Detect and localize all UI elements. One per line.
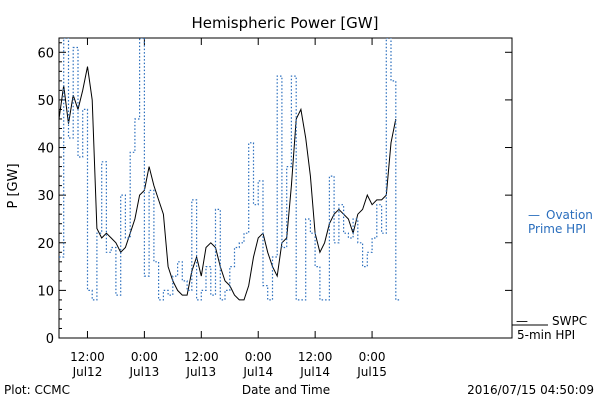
- legend-ovation-dash: —: [528, 208, 540, 222]
- x-tick-time-label: 12:00: [184, 350, 219, 364]
- y-axis-label: P [GW]: [6, 163, 21, 208]
- x-tick-time-label: 12:00: [70, 350, 105, 364]
- legend-ovation: — Ovation Prime HPI: [528, 208, 593, 236]
- y-tick-label: 10: [37, 284, 54, 299]
- x-tick-date-label: Jul12: [72, 365, 103, 379]
- series-ovation-prime-line: [59, 38, 401, 301]
- series-lines: [59, 38, 401, 301]
- y-tick-label: 60: [37, 46, 54, 61]
- y-tick-label: 0: [46, 332, 54, 347]
- plot-frame: [58, 37, 513, 339]
- x-tick-time-label: 0:00: [131, 350, 158, 364]
- series-swpc-line: [59, 66, 397, 301]
- x-axis-label: Date and Time: [242, 383, 330, 397]
- y-tick-label: 40: [37, 142, 54, 157]
- x-axis-ticks: 12:00Jul120:00Jul1312:00Jul130:00Jul1412…: [70, 38, 387, 379]
- x-tick-time-label: 0:00: [359, 350, 386, 364]
- y-tick-label: 20: [37, 237, 54, 252]
- x-tick-date-label: Jul13: [185, 365, 216, 379]
- chart-title: Hemispheric Power [GW]: [192, 14, 379, 32]
- legend-swpc-line2: 5-min HPI: [517, 328, 575, 342]
- footer-timestamp: 2016/07/15 04:50:09: [467, 383, 594, 397]
- x-tick-date-label: Jul13: [129, 365, 160, 379]
- legend-ovation-line1: Ovation: [546, 208, 593, 222]
- x-tick-time-label: 0:00: [245, 350, 272, 364]
- legend-swpc-dash: —: [516, 314, 528, 328]
- x-tick-time-label: 12:00: [298, 350, 333, 364]
- y-tick-label: 30: [37, 189, 54, 204]
- y-tick-label: 50: [37, 94, 54, 109]
- footer-plot-credit: Plot: CCMC: [4, 383, 70, 397]
- x-tick-date-label: Jul14: [242, 365, 273, 379]
- x-tick-date-label: Jul15: [356, 365, 387, 379]
- x-tick-date-label: Jul14: [299, 365, 330, 379]
- y-axis-ticks: 0 10 20 30 40 50 60: [37, 42, 512, 347]
- legend-swpc: — SWPC 5-min HPI: [516, 314, 587, 342]
- legend-swpc-line1: SWPC: [552, 314, 587, 328]
- legend-ovation-line2: Prime HPI: [528, 222, 586, 236]
